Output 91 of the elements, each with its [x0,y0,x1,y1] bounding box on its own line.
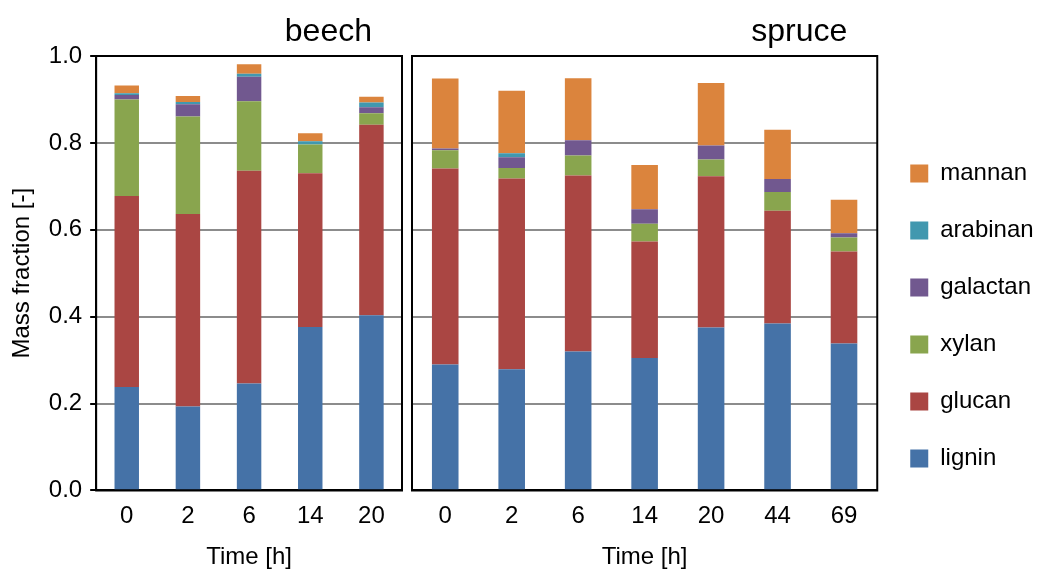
chart-title: beech [284,11,372,48]
bar [236,73,262,77]
bar [697,327,725,490]
bar [431,364,459,490]
bar [764,210,791,324]
y-tick-label: 0.0 [48,475,83,503]
x-axis-title: Time [h] [206,542,292,570]
bar [830,343,858,490]
bar [114,99,139,196]
bar [236,64,262,74]
bar [236,170,262,384]
x-tick-label: 20 [697,501,725,529]
bar [298,327,323,490]
bar [631,223,658,242]
bar [564,155,592,176]
bar [830,251,858,344]
bar [564,175,592,352]
bar [114,95,139,100]
x-tick-label: 14 [296,501,324,529]
x-tick-label: 6 [242,501,256,529]
bar [114,387,139,490]
bar [697,145,725,160]
bar [697,82,725,146]
bar [431,150,459,169]
bar [359,315,384,490]
legend-label: mannan [940,158,1027,186]
bar [359,124,384,316]
bar [175,406,201,490]
chart-title: spruce [751,11,848,48]
bar [431,168,459,365]
bar [631,241,658,358]
y-axis-title: Mass fraction [-] [7,187,35,359]
bar [830,237,858,252]
bar [631,357,658,490]
x-tick-label: 2 [181,501,195,529]
bar [830,199,858,234]
bar [298,173,323,328]
x-tick-label: 0 [120,501,134,529]
bar [236,76,262,102]
bar [564,78,592,141]
x-tick-label: 0 [438,501,452,529]
legend-label: lignin [940,443,997,471]
bar [764,191,791,211]
x-tick-label: 2 [505,501,519,529]
y-tick-label: 0.6 [48,214,83,242]
bar [114,195,139,388]
y-tick-label: 0.4 [48,301,83,329]
bar [359,96,384,103]
bar [631,209,658,224]
x-tick-label: 20 [358,501,385,529]
bar [175,95,201,103]
legend-label: xylan [940,329,997,357]
x-tick-label: 6 [571,501,585,529]
bar [359,107,384,114]
bar [431,78,459,149]
bar [236,383,262,490]
bar [498,369,525,490]
bar [564,351,592,490]
bar [764,129,791,179]
bar [298,141,323,145]
bar [764,323,791,490]
bar [175,102,201,105]
bar [236,101,262,171]
legend-label: arabinan [940,215,1034,243]
bar [298,144,323,174]
bar [359,102,384,108]
x-axis-title: Time [h] [601,542,688,570]
legend-label: galactan [940,272,1031,300]
bar [359,113,384,125]
bar [564,140,592,156]
bar [631,165,658,210]
bar [764,178,791,192]
bar [830,233,858,238]
bar [697,176,725,328]
bar [498,153,525,158]
y-tick-label: 1.0 [48,40,83,68]
legend-label: glucan [940,386,1011,414]
bar [175,116,201,215]
y-tick-label: 0.8 [48,127,83,155]
bar [498,178,525,370]
bar [498,90,525,154]
bar [175,214,201,407]
bar [498,168,525,179]
bar [697,159,725,177]
bar [498,157,525,169]
bar [175,104,201,117]
x-tick-label: 44 [764,501,791,529]
bar [298,133,323,142]
x-tick-label: 14 [631,501,658,529]
y-tick-label: 0.2 [48,388,83,416]
x-tick-label: 69 [830,501,858,529]
